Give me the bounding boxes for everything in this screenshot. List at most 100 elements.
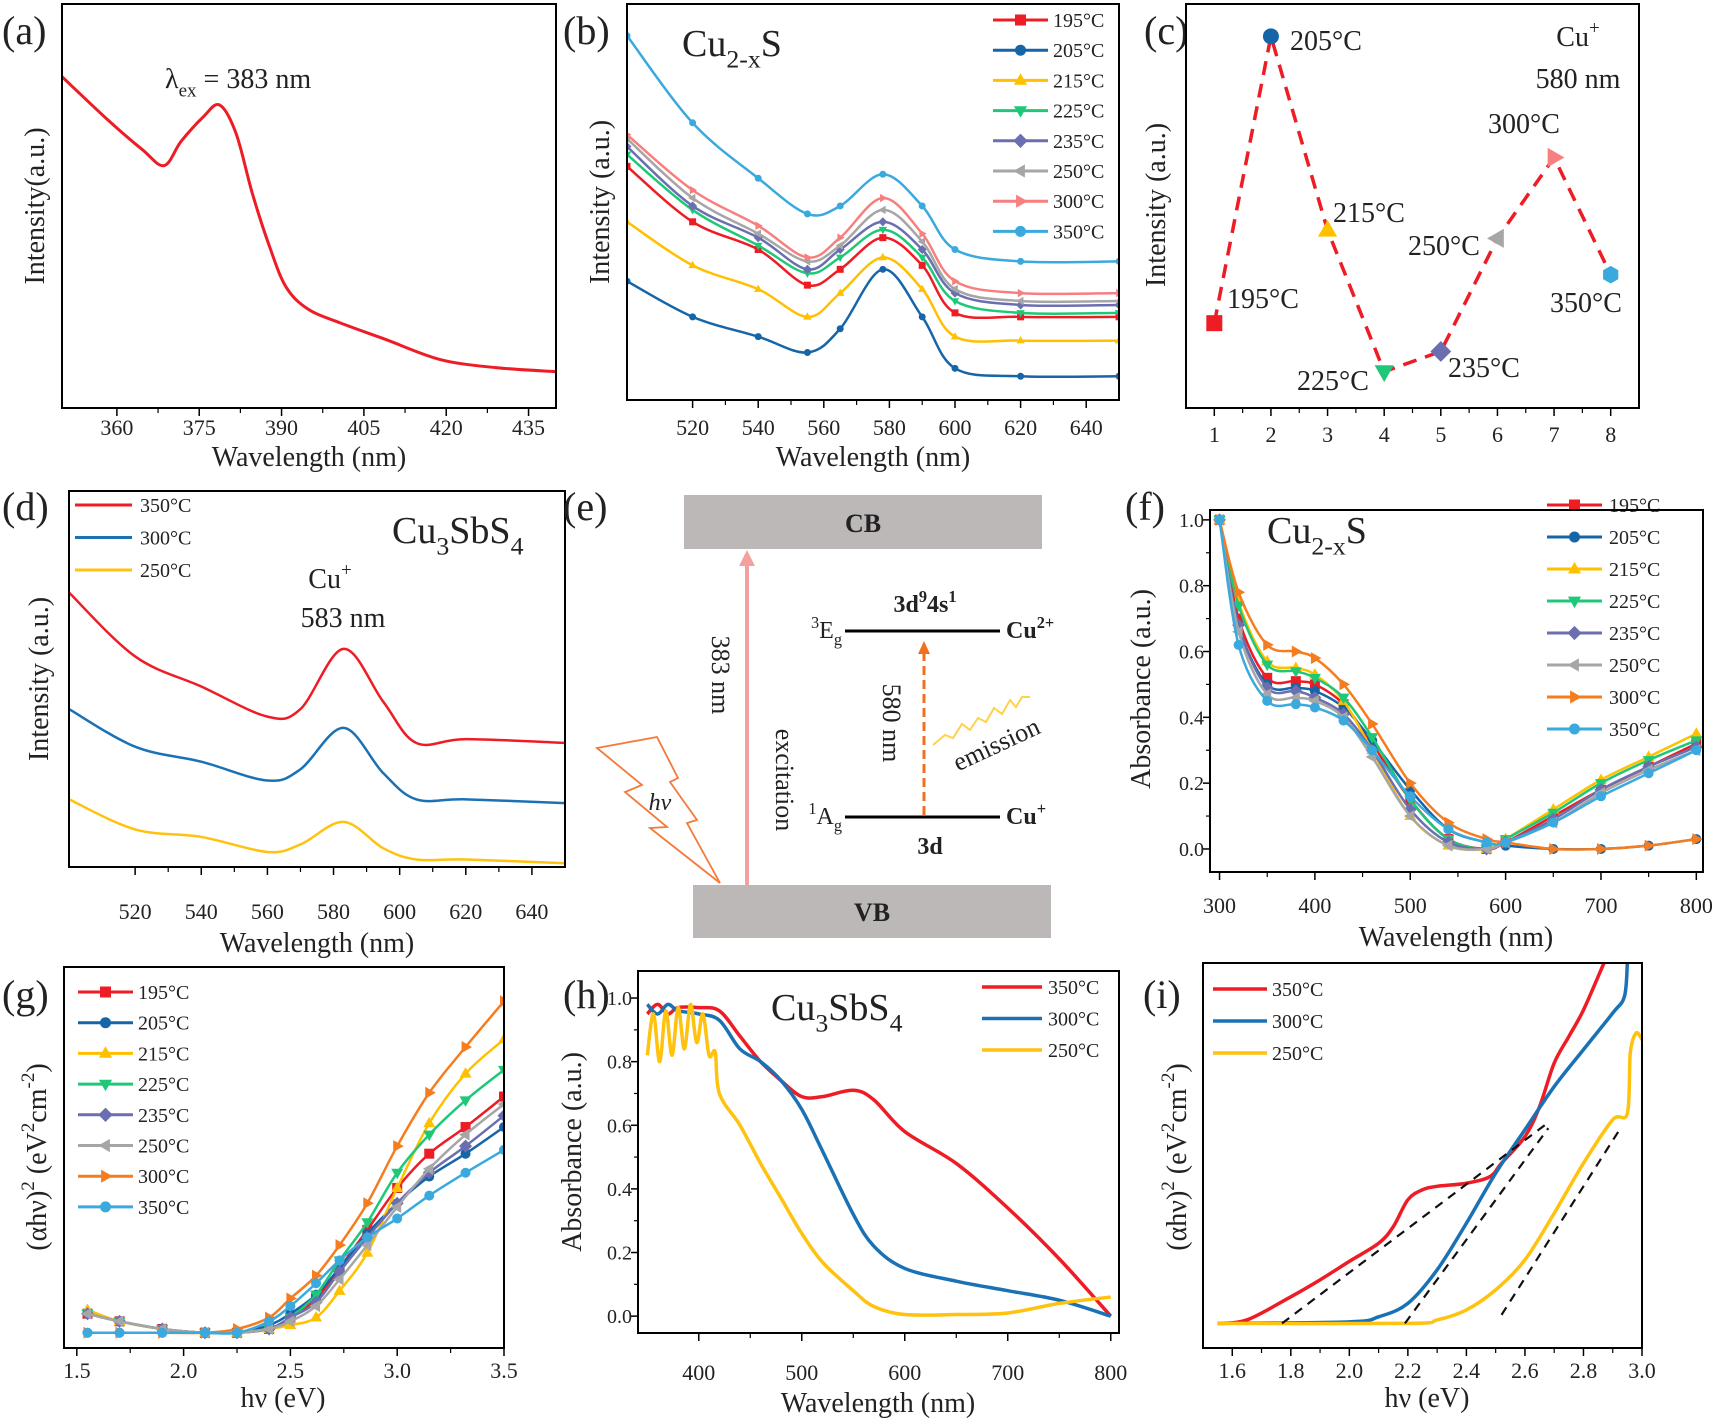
marker-circle-icon: [100, 1017, 111, 1029]
series-line: [627, 133, 1119, 296]
plot-area: [1212, 35, 1613, 374]
panel-label: (d): [2, 484, 49, 529]
legend-label: 215°C: [138, 1043, 189, 1065]
marker-triangle-left-icon: [835, 241, 843, 250]
text-segment: Cu: [392, 510, 436, 552]
marker-square-icon: [1309, 679, 1320, 690]
marker-circle-icon: [157, 1327, 168, 1338]
data-point-label: 300°C: [1488, 109, 1560, 140]
marker-circle-icon: [1290, 699, 1301, 710]
marker-square-icon: [803, 281, 811, 289]
marker-triangle-right-icon: [952, 277, 960, 286]
y-axis-label: Absorbance (a.u.): [1126, 589, 1157, 789]
legend-label: 205°C: [1053, 40, 1104, 62]
marker-circle-icon: [836, 325, 844, 333]
marker-triangle-right-icon: [1406, 777, 1417, 790]
panel-label: (a): [2, 8, 46, 53]
series-line: [62, 75, 556, 374]
series-line: [645, 1002, 1111, 1317]
marker-circle-icon: [1405, 791, 1416, 802]
legend-label: 235°C: [1609, 623, 1660, 645]
marker-diamond-icon: [1567, 625, 1582, 641]
legend-label: 250°C: [138, 1136, 189, 1158]
text-segment: Cu: [1006, 804, 1037, 830]
marker-triangle-left-icon: [422, 1162, 434, 1175]
text-segment: 9: [919, 587, 927, 606]
text-segment: g: [834, 816, 842, 835]
marker-circle-icon: [918, 313, 926, 321]
x-axis-label: Wavelength (nm): [776, 442, 970, 473]
x-tick-label: 560: [251, 899, 284, 924]
data-point-label: 235°C: [1448, 353, 1520, 384]
marker-triangle-right-icon: [755, 221, 763, 230]
text-segment: 3d: [893, 592, 919, 618]
series-line: [627, 34, 1119, 264]
x-tick-label: 700: [991, 1360, 1024, 1385]
marker-circle-icon: [1017, 257, 1025, 265]
text-segment: λ: [165, 64, 179, 95]
plot-area: [80, 995, 504, 1340]
plot-frame: [1185, 3, 1640, 409]
marker-triangle-right-icon: [500, 995, 504, 1008]
data-point-triangle-down-icon: [1374, 365, 1394, 383]
marker-square-icon: [499, 1091, 504, 1102]
series-line: [69, 707, 565, 805]
y-tick-label: 0.6: [607, 1115, 632, 1137]
data-point-triangle-up-icon: [1317, 219, 1338, 237]
marker-triangle-right-icon: [1692, 833, 1703, 846]
marker-circle-icon: [114, 1327, 125, 1338]
panel-label: (i): [1143, 972, 1181, 1017]
legend-label: 250°C: [1609, 655, 1660, 677]
marker-circle-icon: [1262, 695, 1273, 706]
y-axis-label: Intensity (a.u.): [585, 120, 616, 284]
marker-triangle-up-icon: [1016, 336, 1025, 344]
marker-triangle-down-icon: [1337, 693, 1350, 705]
data-point-label: 215°C: [1333, 198, 1405, 229]
marker-diamond-icon: [802, 264, 812, 274]
marker-square-icon: [689, 218, 697, 226]
legend-label: 250°C: [1272, 1043, 1323, 1065]
x-tick-label: 435: [512, 415, 545, 440]
marker-circle-icon: [285, 1301, 296, 1312]
panel-label: (e): [563, 484, 607, 529]
y-tick-label: 0.4: [1179, 707, 1204, 729]
text-segment: 2: [18, 1181, 39, 1191]
legend-label: 250°C: [140, 560, 191, 582]
marker-triangle-left-icon: [1114, 298, 1119, 304]
marker-triangle-down-icon: [1016, 310, 1025, 318]
x-tick-label: 2.5: [277, 1358, 305, 1383]
text-segment: Cu: [1006, 618, 1037, 644]
marker-triangle-right-icon: [804, 253, 812, 262]
text-segment: S: [761, 23, 782, 65]
x-tick-label: 600: [888, 1360, 921, 1385]
marker-diamond-icon: [688, 201, 698, 211]
legend-label: 300°C: [138, 1166, 189, 1188]
marker-circle-icon: [392, 1213, 403, 1224]
plot-area: [1213, 513, 1703, 856]
x-tick-label: 400: [682, 1360, 715, 1385]
emission-label: emission: [948, 712, 1044, 777]
marker-triangle-down-icon: [878, 226, 888, 235]
text-segment: 2-x: [1311, 531, 1346, 560]
marker-triangle-up-icon: [310, 1311, 323, 1322]
text-segment: cm: [1162, 1088, 1193, 1122]
marker-circle-icon: [879, 170, 887, 178]
text-segment: 2+: [1037, 613, 1054, 632]
marker-circle-icon: [1443, 824, 1454, 835]
x-tick-label: 2.2: [1394, 1358, 1422, 1383]
marker-triangle-right-icon: [1291, 645, 1303, 658]
panel-label: (h): [563, 972, 610, 1017]
x-tick-label: 600: [939, 415, 972, 440]
marker-diamond-icon: [1013, 133, 1028, 148]
marker-triangle-right-icon: [1368, 717, 1379, 730]
marker-square-icon: [460, 1122, 471, 1133]
marker-circle-icon: [424, 1190, 435, 1201]
lightning-bolt-icon: [594, 735, 721, 884]
text-segment: 3: [436, 531, 449, 560]
legend: 350°C 300°C 250°C: [982, 977, 1099, 1062]
data-point-label: 225°C: [1297, 366, 1369, 397]
marker-circle-icon: [918, 202, 926, 210]
marker-circle-icon: [311, 1278, 322, 1289]
excitation-label: excitation: [770, 729, 799, 832]
x-tick-label: 620: [1004, 415, 1037, 440]
